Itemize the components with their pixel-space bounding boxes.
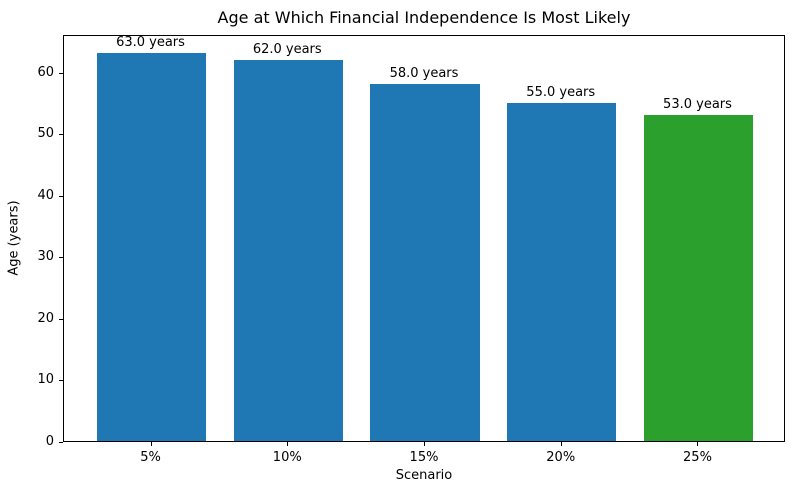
bar-25% xyxy=(643,114,754,441)
bar-value-label: 53.0 years xyxy=(663,96,732,112)
x-tick-label: 25% xyxy=(683,450,712,465)
x-tick-label: 10% xyxy=(272,450,302,465)
bar-value-label: 55.0 years xyxy=(526,84,596,100)
y-tick-mark xyxy=(59,442,63,443)
y-tick-label: 30 xyxy=(37,249,54,265)
x-tick-mark xyxy=(150,442,152,446)
y-tick-label: 40 xyxy=(37,187,54,203)
y-tick-mark xyxy=(59,257,63,259)
chart-title: Age at Which Financial Independence Is M… xyxy=(217,8,631,27)
y-tick-label: 10 xyxy=(37,372,54,388)
x-tick-label: 20% xyxy=(546,450,576,465)
y-tick-mark xyxy=(59,134,63,136)
bar-5% xyxy=(96,53,207,441)
y-tick-label: 60 xyxy=(37,64,54,80)
bar-value-label: 63.0 years xyxy=(116,35,185,51)
bar-10% xyxy=(233,59,343,441)
bar-value-label: 62.0 years xyxy=(252,41,322,57)
x-axis-label: Scenario xyxy=(395,468,453,483)
y-tick-label: 0 xyxy=(45,434,54,449)
bar-15% xyxy=(370,84,480,441)
y-tick-mark xyxy=(59,195,63,197)
x-tick-label: 5% xyxy=(140,450,161,465)
bar-20% xyxy=(507,102,617,441)
y-tick-label: 50 xyxy=(37,126,54,142)
y-tick-mark xyxy=(59,72,63,74)
x-tick-mark xyxy=(287,442,289,446)
x-tick-mark xyxy=(424,442,425,446)
x-tick-label: 15% xyxy=(409,450,439,465)
y-tick-mark xyxy=(59,380,63,382)
x-tick-mark xyxy=(697,442,699,446)
plot-area xyxy=(63,35,785,442)
y-tick-mark xyxy=(59,318,63,320)
x-tick-mark xyxy=(560,442,562,446)
y-tick-label: 20 xyxy=(37,310,54,326)
y-axis-label: Age (years) xyxy=(6,200,22,276)
bar-value-label: 58.0 years xyxy=(389,66,459,82)
